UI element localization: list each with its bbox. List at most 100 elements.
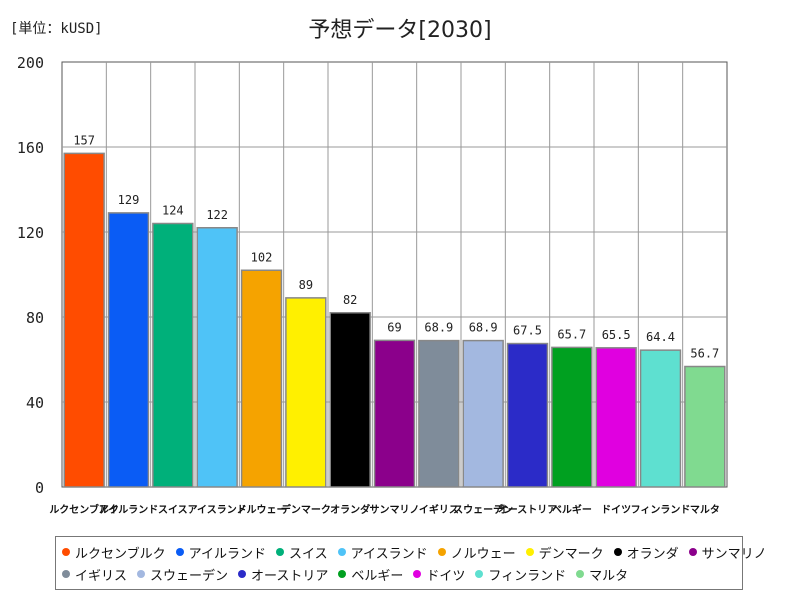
bar-value-label: 102 [251, 250, 273, 264]
legend-marker [275, 548, 284, 556]
x-tick-label: スウェーデン [453, 503, 513, 516]
legend-label: ベルギー [351, 568, 404, 584]
x-tick-label: サンマリノ [370, 504, 420, 516]
bar-chart: 0 40 80 120 160 200 157 ルクセンブルク 129 アイルランド 124 スイス 1… [17, 54, 728, 516]
legend-item: ルクセンブルク [62, 543, 166, 562]
legend-marker [688, 548, 697, 556]
legend-row: イギリス スウェーデン オーストリア ベルギー ドイツ フィンランド マルタ [62, 563, 742, 585]
bar-value-label: 64.4 [646, 330, 675, 344]
legend-label: アイルランド [188, 546, 266, 562]
bar-value-label: 65.7 [557, 327, 586, 341]
bar [639, 349, 682, 488]
bar [418, 339, 460, 488]
chart-title: 予想データ[2030] [308, 18, 492, 43]
x-tick-label: アイルランド [99, 504, 159, 516]
x-tick-label: アイスランド [188, 504, 247, 516]
x-tick-label: ドイツ [601, 504, 631, 516]
legend-label: フィンランド [488, 568, 567, 584]
legend-item: マルタ [576, 565, 628, 584]
legend-marker [338, 570, 347, 578]
x-tick-label: フィンランド [631, 504, 691, 516]
legend-marker [62, 570, 70, 578]
bar [462, 339, 504, 488]
legend-row: ルクセンブルク アイルランド スイス アイスランド ノルウェー デンマーク オランダ サンマリ… [62, 541, 767, 563]
legend-marker [413, 570, 422, 578]
legend-item: オランダ [613, 543, 679, 562]
bar [684, 365, 726, 488]
x-tick-label: オランダ [330, 503, 370, 516]
legend-marker [62, 548, 70, 556]
bar [506, 342, 549, 488]
bar [63, 152, 105, 488]
legend-marker [437, 548, 446, 556]
bar-value-label: 124 [162, 204, 184, 218]
legend-label: アイスランド [350, 546, 428, 562]
y-tick-label: 160 [17, 139, 44, 157]
bar-value-label: 129 [118, 193, 140, 207]
legend-item: ベルギー [338, 565, 403, 584]
legend-item: スイス [275, 543, 328, 562]
x-tick-label: スイス [158, 504, 188, 516]
legend-item: アイルランド [175, 543, 266, 562]
unit-label: [単位：kUSD] [10, 21, 103, 37]
bar [595, 347, 637, 488]
bar [196, 227, 238, 488]
legend-label: マルタ [589, 568, 629, 584]
legend-label: スウェーデン [150, 568, 229, 584]
x-tick-label: イギリス [419, 503, 459, 516]
legend-item: サンマリノ [688, 543, 767, 562]
legend: ルクセンブルク アイルランド スイス アイスランド ノルウェー デンマーク オランダ サンマリ… [55, 536, 767, 590]
legend-marker [576, 570, 585, 578]
bar-value-label: 82 [343, 293, 357, 307]
bar-value-label: 69 [387, 320, 401, 334]
x-tick-label: ルクセンブルク [49, 503, 119, 516]
bar-value-label: 68.9 [424, 321, 453, 335]
legend-marker [525, 548, 534, 556]
y-tick-label: 200 [17, 54, 44, 72]
x-tick-label: マルタ [690, 504, 720, 516]
legend-label: デンマーク [538, 546, 604, 562]
legend-label: ルクセンブルク [75, 546, 166, 562]
y-tick-label: 120 [17, 224, 44, 242]
legend-marker [175, 548, 184, 556]
y-tick-label: 80 [26, 309, 44, 327]
legend-item: スウェーデン [137, 565, 228, 584]
bar [373, 339, 416, 488]
legend-marker [337, 548, 346, 556]
bar [329, 312, 371, 488]
legend-item: フィンランド [475, 565, 566, 584]
legend-item: イギリス [62, 565, 127, 584]
bar-value-label: 65.5 [602, 328, 631, 342]
bar-value-label: 122 [206, 208, 228, 222]
legend-marker [137, 570, 146, 578]
bar-value-label: 89 [299, 278, 313, 292]
legend-marker [613, 548, 622, 556]
x-tick-label: ノルウェー [237, 504, 287, 516]
y-tick-label: 0 [35, 479, 44, 497]
legend-label: サンマリノ [701, 546, 767, 562]
legend-marker [475, 570, 484, 578]
bar [152, 222, 194, 488]
bar-value-label: 157 [73, 133, 95, 147]
x-tick-label: ベルギー [552, 503, 592, 516]
bar [240, 269, 283, 488]
bar-value-label: 68.9 [469, 321, 498, 335]
legend-item: アイスランド [337, 543, 428, 562]
legend-label: スイス [288, 546, 328, 562]
legend-label: オーストリア [251, 568, 329, 584]
x-tick-label: オーストリア [498, 504, 558, 516]
bar-value-label: 67.5 [513, 324, 542, 338]
x-tick-label: デンマーク [281, 503, 331, 516]
bar [551, 346, 593, 488]
legend-marker [238, 570, 247, 578]
legend-label: ドイツ [426, 568, 466, 584]
legend-label: ノルウェー [450, 546, 516, 562]
legend-label: イギリス [75, 568, 128, 584]
bar [285, 297, 327, 488]
legend-item: オーストリア [238, 565, 328, 584]
legend-item: デンマーク [525, 543, 604, 562]
bar-value-label: 56.7 [690, 347, 719, 361]
bar [107, 212, 150, 488]
legend-label: オランダ [626, 546, 679, 562]
legend-item: ドイツ [413, 565, 465, 584]
